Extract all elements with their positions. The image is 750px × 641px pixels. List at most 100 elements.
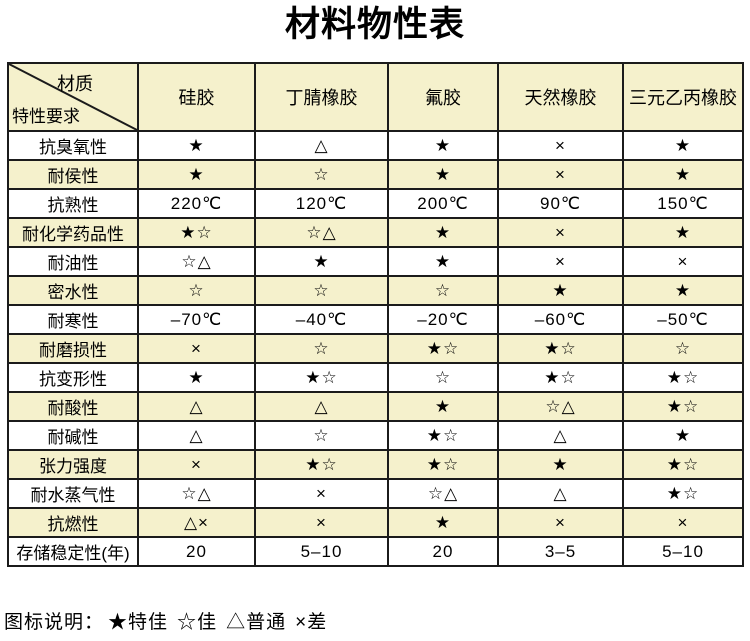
value-cell: ★	[387, 159, 499, 190]
legend-symbol: △	[226, 612, 247, 633]
legend-meaning: 普通	[246, 612, 287, 633]
value-cell: ★☆	[254, 449, 389, 480]
value-cell: ★	[387, 130, 499, 161]
row-label: 密水性	[7, 275, 139, 306]
value-cell: ☆	[254, 333, 389, 364]
value-cell: ★	[622, 159, 744, 190]
diagonal-line	[10, 65, 136, 129]
table-row: 抗燃性 △× × ★ × ×	[7, 507, 744, 538]
value-cell: 5–10	[622, 536, 744, 567]
row-label: 抗燃性	[7, 507, 139, 538]
legend-item: ★特佳	[108, 612, 168, 633]
column-header: 天然橡胶	[497, 62, 624, 132]
value-cell: –50℃	[622, 304, 744, 335]
material-properties-table: 材质 特性要求 硅胶 丁腈橡胶 氟胶 天然橡胶 三元乙丙橡胶 抗臭氧性 ★ △ ★ × ★ 耐侯性 ★…	[7, 62, 744, 567]
table-row: 张力强度 × ★☆ ★☆ ★ ★☆	[7, 449, 744, 480]
value-cell: ★	[137, 130, 256, 161]
value-cell: ★☆	[137, 217, 256, 248]
value-cell: –40℃	[254, 304, 389, 335]
page-title: 材料物性表	[284, 5, 465, 44]
row-label: 张力强度	[7, 449, 139, 480]
value-cell: ★☆	[622, 449, 744, 480]
value-cell: ×	[497, 507, 624, 538]
value-cell: ☆	[254, 420, 389, 451]
value-cell: 20	[137, 536, 256, 567]
value-cell: ×	[497, 246, 624, 277]
table-row: 耐酸性 △ △ ★ ☆△ ★☆	[7, 391, 744, 422]
value-cell: ★☆	[497, 362, 624, 393]
value-cell: ×	[622, 507, 744, 538]
legend-label: 图标说明：	[4, 612, 105, 633]
value-cell: ★☆	[622, 362, 744, 393]
value-cell: ☆△	[137, 246, 256, 277]
row-label: 抗熟性	[7, 188, 139, 219]
row-label: 耐酸性	[7, 391, 139, 422]
value-cell: –70℃	[137, 304, 256, 335]
value-cell: ×	[497, 217, 624, 248]
value-cell: △	[497, 478, 624, 509]
value-cell: ★☆	[387, 333, 499, 364]
legend-meaning: 特佳	[128, 612, 169, 633]
row-label: 抗变形性	[7, 362, 139, 393]
value-cell: ☆△	[137, 478, 256, 509]
corner-cell: 材质 特性要求	[7, 62, 139, 132]
table-row: 耐侯性 ★ ☆ ★ × ★	[7, 159, 744, 190]
table-row: 耐油性 ☆△ ★ ★ × ×	[7, 246, 744, 277]
table-row: 耐寒性 –70℃ –40℃ –20℃ –60℃ –50℃	[7, 304, 744, 335]
table-row: 抗变形性 ★ ★☆ ☆ ★☆ ★☆	[7, 362, 744, 393]
corner-label-material: 材质	[57, 74, 93, 94]
legend-item: ×差	[295, 612, 327, 633]
value-cell: ×	[622, 246, 744, 277]
value-cell: ☆	[254, 159, 389, 190]
value-cell: ★	[622, 217, 744, 248]
legend-item: ☆佳	[177, 612, 217, 633]
table-row: 存储稳定性(年) 20 5–10 20 3–5 5–10	[7, 536, 744, 567]
value-cell: ★☆	[387, 449, 499, 480]
value-cell: ☆△	[497, 391, 624, 422]
value-cell: ★☆	[622, 391, 744, 422]
value-cell: △	[254, 130, 389, 161]
value-cell: ☆	[254, 275, 389, 306]
value-cell: ☆△	[387, 478, 499, 509]
value-cell: ★	[387, 391, 499, 422]
table-row: 抗熟性 220℃ 120℃ 200℃ 90℃ 150℃	[7, 188, 744, 219]
row-label: 存储稳定性(年)	[7, 536, 139, 567]
value-cell: ×	[254, 478, 389, 509]
legend-item: △普通	[226, 612, 286, 633]
value-cell: ★☆	[254, 362, 389, 393]
value-cell: △×	[137, 507, 256, 538]
value-cell: ★	[497, 449, 624, 480]
value-cell: ☆△	[254, 217, 389, 248]
value-cell: ×	[137, 333, 256, 364]
legend: 图标说明： ★特佳 ☆佳 △普通 ×差	[4, 607, 336, 634]
value-cell: ☆	[622, 333, 744, 364]
value-cell: 20	[387, 536, 499, 567]
table-row: 抗臭氧性 ★ △ ★ × ★	[7, 130, 744, 161]
value-cell: ★☆	[387, 420, 499, 451]
row-label: 耐磨损性	[7, 333, 139, 364]
row-label: 耐寒性	[7, 304, 139, 335]
value-cell: ×	[254, 507, 389, 538]
column-header: 丁腈橡胶	[254, 62, 389, 132]
legend-symbol: ☆	[177, 612, 198, 633]
value-cell: ★	[387, 246, 499, 277]
value-cell: △	[137, 391, 256, 422]
value-cell: ★	[622, 130, 744, 161]
value-cell: ★	[387, 217, 499, 248]
value-cell: 5–10	[254, 536, 389, 567]
legend-meaning: 差	[307, 612, 328, 633]
value-cell: ×	[497, 130, 624, 161]
value-cell: –20℃	[387, 304, 499, 335]
table-row: 耐磨损性 × ☆ ★☆ ★☆ ☆	[7, 333, 744, 364]
value-cell: 150℃	[622, 188, 744, 219]
value-cell: △	[254, 391, 389, 422]
value-cell: ★	[622, 420, 744, 451]
value-cell: ★	[622, 275, 744, 306]
value-cell: 120℃	[254, 188, 389, 219]
legend-meaning: 佳	[197, 612, 218, 633]
corner-label-property: 特性要求	[12, 107, 80, 126]
value-cell: ★☆	[497, 333, 624, 364]
row-label: 耐油性	[7, 246, 139, 277]
value-cell: 3–5	[497, 536, 624, 567]
table-row: 耐水蒸气性 ☆△ × ☆△ △ ★☆	[7, 478, 744, 509]
